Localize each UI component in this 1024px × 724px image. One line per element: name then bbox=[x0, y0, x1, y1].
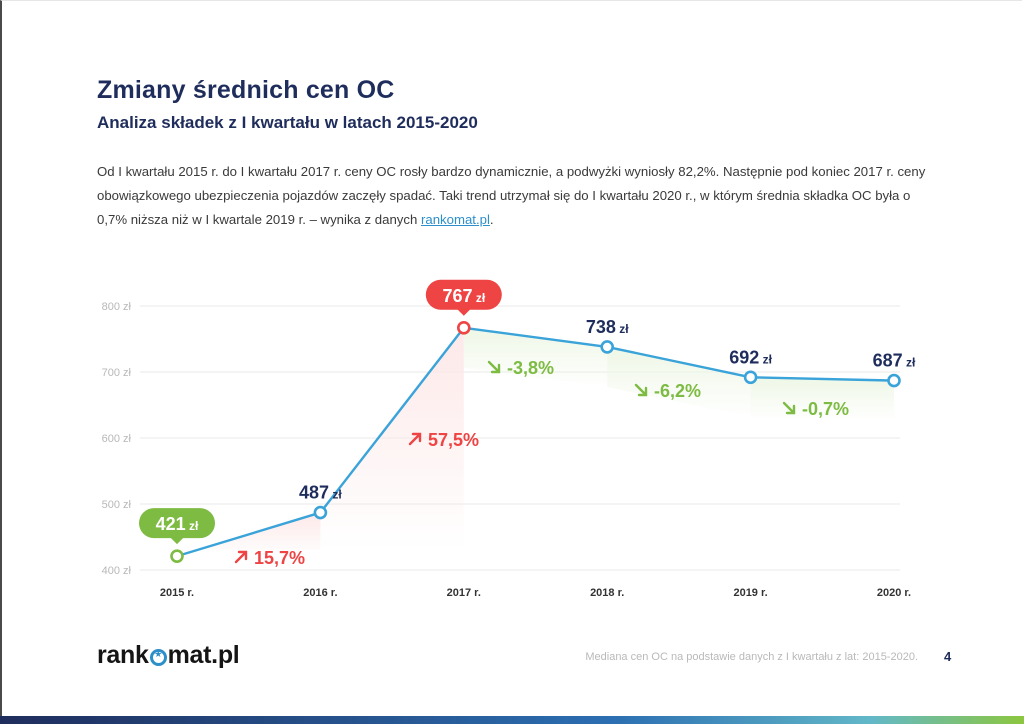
y-tick-label: 600 zł bbox=[102, 433, 132, 445]
star-icon bbox=[149, 648, 167, 666]
data-point bbox=[170, 549, 184, 563]
y-tick-label: 500 zł bbox=[102, 499, 132, 511]
page-title: Zmiany średnich cen OC bbox=[97, 76, 395, 104]
arrow-down-icon bbox=[782, 401, 796, 415]
page-number: 4 bbox=[944, 649, 952, 664]
value-badge bbox=[425, 279, 502, 310]
data-point bbox=[600, 340, 615, 354]
x-tick-label: 2019 r. bbox=[733, 587, 767, 599]
intro-paragraph: Od I kwartału 2015 r. do I kwartału 2017… bbox=[97, 160, 937, 232]
data-label: 487 zł bbox=[299, 483, 342, 503]
y-tick-label: 800 zł bbox=[102, 301, 132, 313]
data-label: 692 zł bbox=[729, 347, 772, 367]
page-subtitle: Analiza składek z I kwartału w latach 20… bbox=[97, 113, 478, 132]
y-tick-label: 400 zł bbox=[102, 565, 132, 577]
arrow-down-icon bbox=[487, 360, 501, 374]
price-chart: 400 zł 500 zł 600 zł 700 zł 800 zł 2015 r. 201… bbox=[102, 279, 916, 599]
change-label: 15,7% bbox=[254, 548, 305, 568]
brand-logo: rank mat.pl bbox=[97, 641, 240, 670]
change-area bbox=[607, 346, 751, 418]
data-point bbox=[456, 320, 471, 335]
intro-suffix: . bbox=[489, 212, 494, 227]
change-label: -6,2% bbox=[654, 381, 701, 401]
data-point bbox=[313, 505, 328, 520]
x-tick-label: 2016 r. bbox=[303, 587, 337, 599]
badge-pointer bbox=[456, 308, 471, 316]
brand-prefix: rank bbox=[97, 641, 149, 669]
source-note: Mediana cen OC na podstawie danych z I k… bbox=[585, 651, 918, 663]
change-label: -3,8% bbox=[507, 358, 554, 378]
data-label: 738 zł bbox=[586, 317, 629, 337]
data-label: 767 zł bbox=[442, 286, 485, 306]
x-tick-label: 2020 r. bbox=[877, 587, 911, 599]
change-label: -0,7% bbox=[802, 399, 849, 419]
series-line bbox=[176, 326, 895, 558]
arrow-up-icon bbox=[234, 550, 248, 564]
change-area bbox=[750, 377, 894, 421]
data-point bbox=[887, 373, 901, 388]
bottom-color-bar bbox=[0, 716, 1024, 724]
rankomat-link[interactable]: rankomat.pl bbox=[420, 212, 490, 227]
x-tick-label: 2015 r. bbox=[160, 587, 194, 599]
arrow-up-icon bbox=[408, 432, 422, 446]
data-point bbox=[743, 370, 758, 385]
brand-suffix: mat.pl bbox=[167, 641, 240, 669]
arrow-down-icon bbox=[634, 383, 648, 397]
data-label: 421 zł bbox=[156, 514, 199, 534]
badge-pointer bbox=[170, 537, 184, 545]
data-label: 687 zł bbox=[873, 351, 916, 371]
change-area bbox=[320, 327, 464, 550]
change-label: 57,5% bbox=[428, 430, 479, 450]
intro-text: Od I kwartału 2015 r. do I kwartału 2017… bbox=[97, 164, 926, 227]
x-tick-label: 2017 r. bbox=[447, 587, 481, 599]
x-tick-label: 2018 r. bbox=[590, 587, 624, 599]
value-badge bbox=[139, 508, 215, 539]
y-tick-label: 700 zł bbox=[102, 367, 132, 379]
